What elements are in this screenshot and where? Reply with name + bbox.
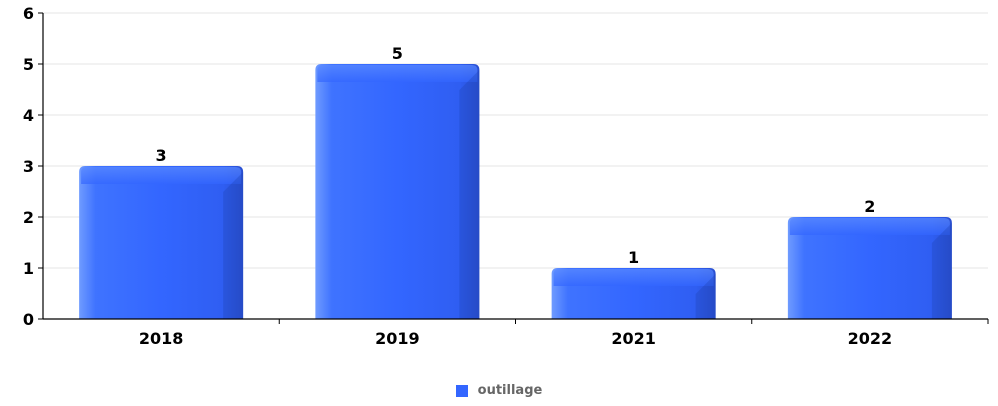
axes bbox=[38, 12, 989, 324]
x-tick-label: 2018 bbox=[139, 329, 184, 348]
y-tick-label: 6 bbox=[23, 4, 34, 23]
legend-item-outillage[interactable]: outillage bbox=[455, 383, 543, 398]
labels: 0 1 2 3 4 5 6 2018 3 2019 5 2021 1 2022 2 bbox=[23, 4, 892, 348]
bar-top-face bbox=[317, 65, 478, 82]
bars bbox=[79, 64, 952, 319]
data-label: 5 bbox=[392, 44, 403, 63]
y-tick-label: 2 bbox=[23, 208, 34, 227]
bar-top-face bbox=[81, 167, 242, 184]
bar-2022 bbox=[787, 217, 952, 319]
bar-side-face bbox=[931, 223, 952, 319]
bar-side-face bbox=[459, 70, 480, 319]
bar-top-face bbox=[553, 269, 714, 286]
x-tick-label: 2019 bbox=[375, 329, 420, 348]
bar-2018 bbox=[79, 166, 244, 319]
legend: outillage bbox=[0, 383, 998, 401]
y-tick-label: 5 bbox=[23, 55, 34, 74]
legend-label: outillage bbox=[477, 383, 543, 398]
bar-side-face bbox=[695, 274, 716, 319]
x-tick-label: 2022 bbox=[848, 329, 893, 348]
data-label: 1 bbox=[628, 248, 639, 267]
data-label: 3 bbox=[156, 146, 167, 165]
data-label: 2 bbox=[864, 197, 875, 216]
bar-2019 bbox=[315, 64, 480, 319]
x-tick-label: 2021 bbox=[611, 329, 656, 348]
bar-top-face bbox=[789, 218, 950, 235]
y-tick-label: 0 bbox=[23, 310, 34, 329]
y-tick-label: 3 bbox=[23, 157, 34, 176]
legend-swatch bbox=[455, 384, 468, 397]
y-tick-label: 4 bbox=[23, 106, 34, 125]
y-tick-label: 1 bbox=[23, 259, 34, 278]
bar-side-face bbox=[223, 172, 244, 319]
